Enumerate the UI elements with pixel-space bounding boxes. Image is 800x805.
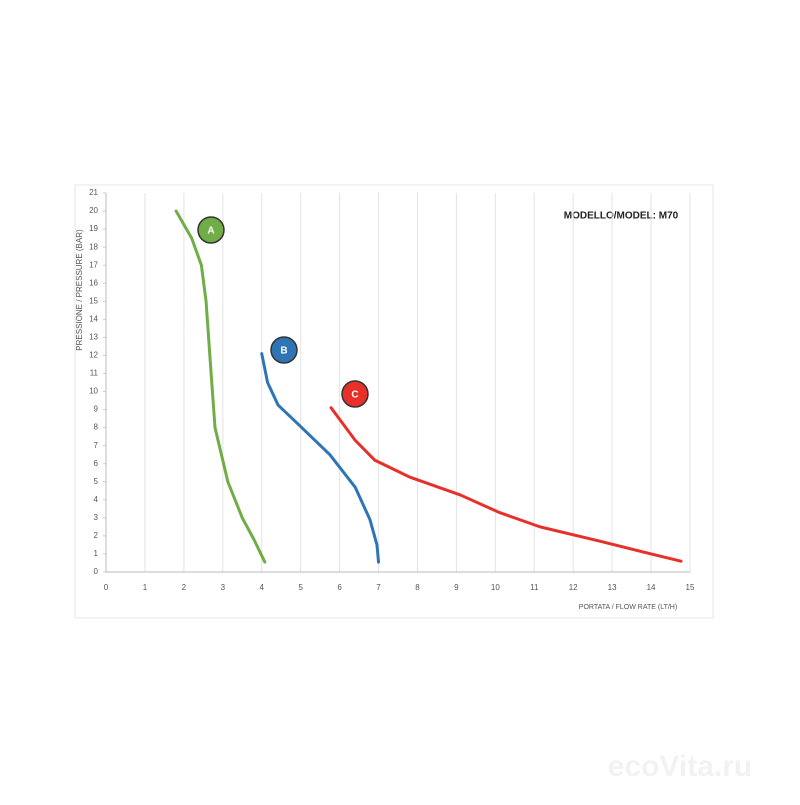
- y-tick-label: 4: [94, 495, 99, 504]
- series-badge: [197, 216, 225, 244]
- y-tick-label: 18: [89, 242, 98, 251]
- y-tick-label: 21: [89, 188, 98, 197]
- series-line: [260, 352, 381, 564]
- x-tick-label: 15: [686, 583, 695, 592]
- y-tick-label: 7: [94, 441, 99, 450]
- x-tick-label: 2: [182, 583, 187, 592]
- x-tick-label: 11: [530, 583, 539, 592]
- x-tick-label: 6: [337, 583, 342, 592]
- y-tick-label: 19: [89, 224, 98, 233]
- y-tick-label: 13: [89, 332, 98, 341]
- y-tick-label: 3: [94, 513, 99, 522]
- series-badge: [341, 380, 369, 408]
- y-tick-label: 12: [89, 351, 98, 360]
- y-tick-label: 15: [89, 296, 98, 305]
- legend-label: A: [207, 226, 214, 237]
- series-badge: [270, 336, 298, 364]
- y-tick-label: 14: [89, 314, 98, 323]
- x-tick-label: 5: [298, 583, 303, 592]
- x-tick-label: 10: [491, 583, 500, 592]
- y-tick-label: 1: [94, 549, 99, 558]
- y-tick-label: 5: [94, 477, 99, 486]
- x-tick-label: 8: [415, 583, 420, 592]
- y-tick-label: 2: [94, 531, 99, 540]
- x-axis-label: PORTATA / FLOW RATE (LT/H): [579, 604, 677, 611]
- legend-label: B: [280, 346, 287, 357]
- x-tick-label: 4: [260, 583, 265, 592]
- y-tick-label: 10: [89, 387, 98, 396]
- legend-label: C: [351, 390, 358, 401]
- x-tick-label: 1: [143, 583, 148, 592]
- y-tick-label: 16: [89, 278, 98, 287]
- y-tick-label: 20: [89, 206, 98, 215]
- y-axis-label: PRESSIONE / PRESSURE (BAR): [75, 229, 84, 351]
- y-tick-label: 11: [90, 369, 99, 378]
- x-tick-label: 14: [647, 583, 656, 592]
- series-line: [329, 406, 683, 563]
- x-tick-label: 9: [454, 583, 459, 592]
- series-line: [174, 209, 267, 564]
- x-tick-label: 0: [104, 583, 109, 592]
- x-tick-label: 7: [376, 583, 381, 592]
- x-tick-label: 13: [608, 583, 617, 592]
- title-box: [556, 204, 686, 228]
- y-tick-label: 6: [94, 459, 99, 468]
- x-tick-label: 12: [569, 583, 578, 592]
- y-tick-label: 8: [94, 423, 99, 432]
- chart-frame: [74, 184, 714, 619]
- watermark: ecoVita.ru: [608, 750, 753, 783]
- x-tick-label: 3: [221, 583, 226, 592]
- y-tick-label: 0: [94, 567, 99, 576]
- chart-title: MODELLO/MODEL: M70: [564, 211, 679, 222]
- y-tick-label: 17: [89, 260, 98, 269]
- y-tick-label: 9: [94, 405, 99, 414]
